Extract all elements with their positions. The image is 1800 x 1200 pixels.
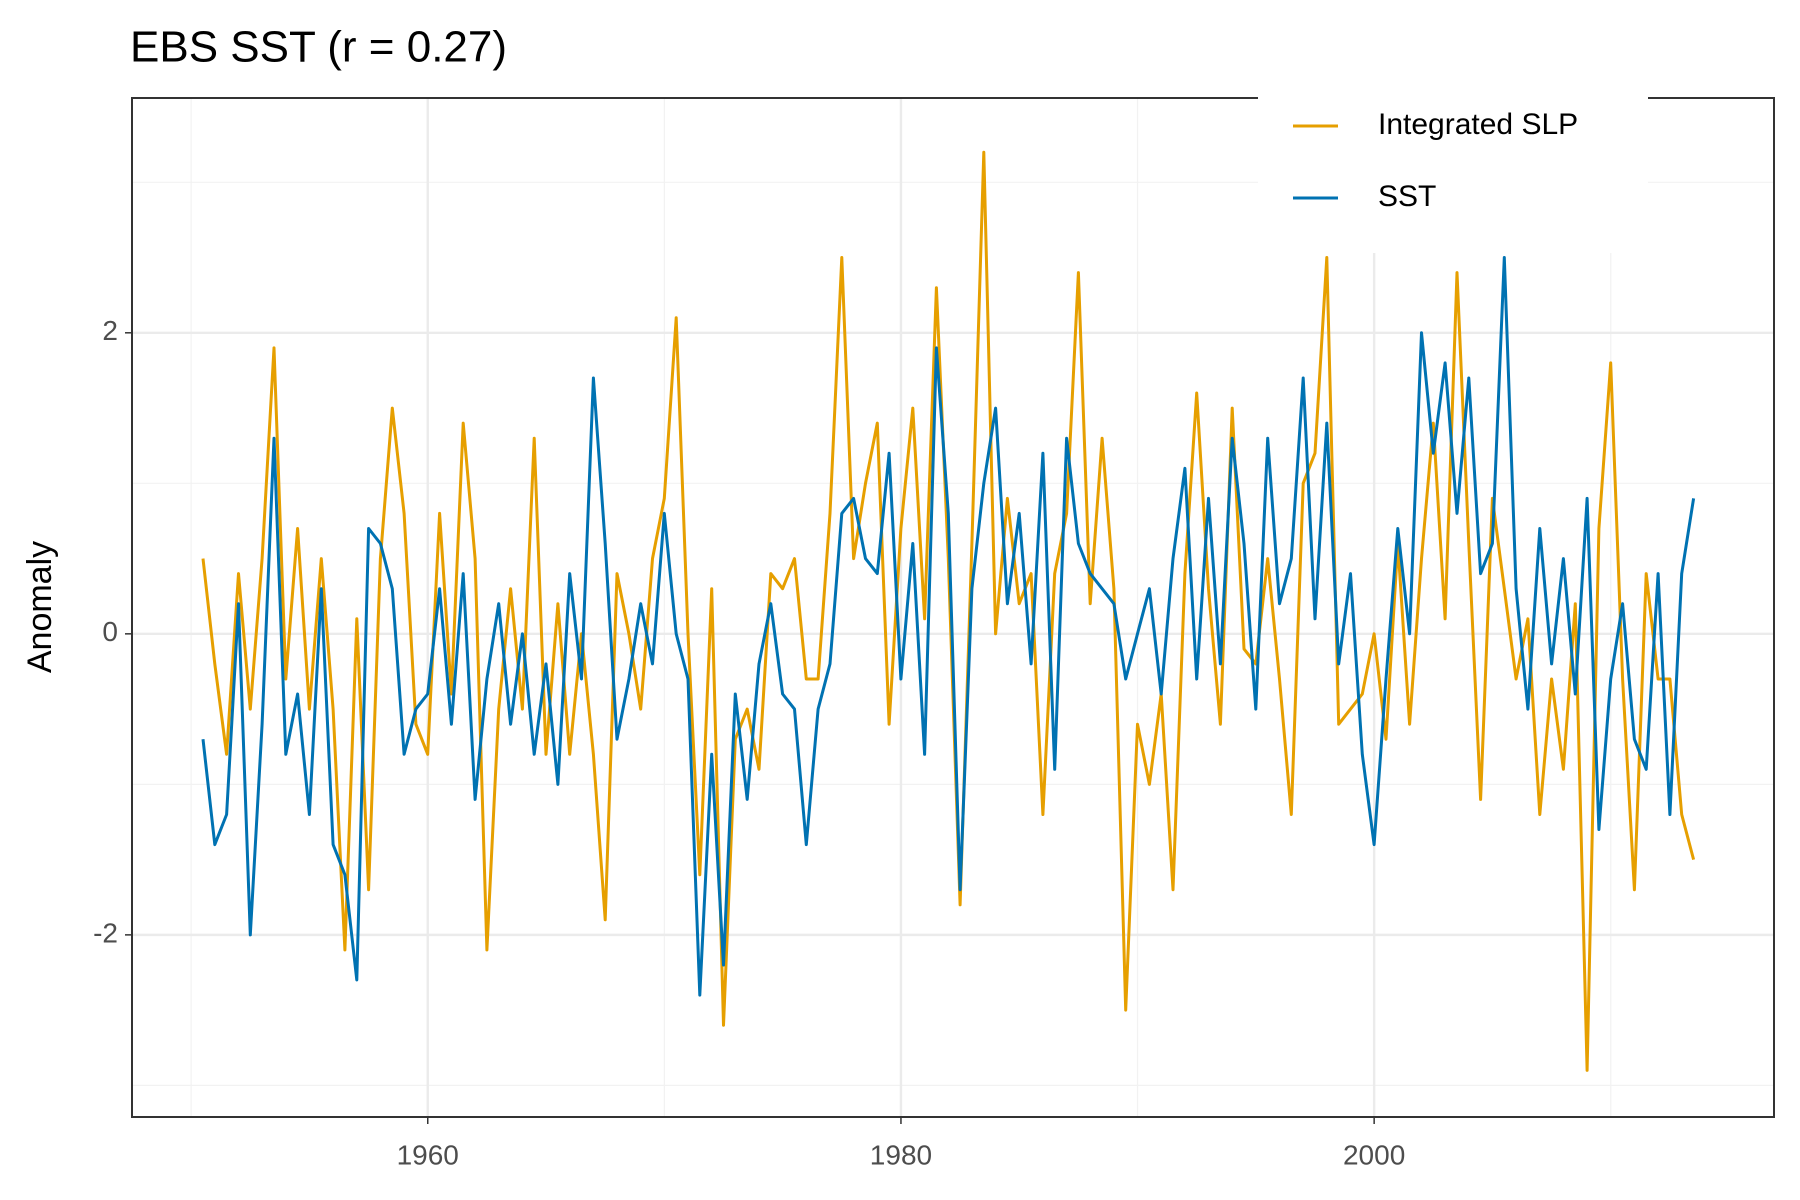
y-tick-label: 2: [102, 315, 118, 346]
x-tick-label: 2000: [1343, 1139, 1405, 1170]
x-tick-label: 1960: [397, 1139, 459, 1170]
x-tick-label: 1980: [870, 1139, 932, 1170]
y-tick-label: 0: [102, 616, 118, 647]
y-tick-label: -2: [93, 917, 118, 948]
series-line: [201, 256, 1696, 997]
y-axis-label: Anomaly: [21, 541, 59, 673]
legend-box: [1258, 88, 1648, 253]
panel-border: [131, 97, 1775, 1118]
legend-label: SST: [1378, 180, 1436, 213]
legend-label: Integrated SLP: [1378, 108, 1578, 141]
chart-title: EBS SST (r = 0.27): [130, 23, 507, 72]
